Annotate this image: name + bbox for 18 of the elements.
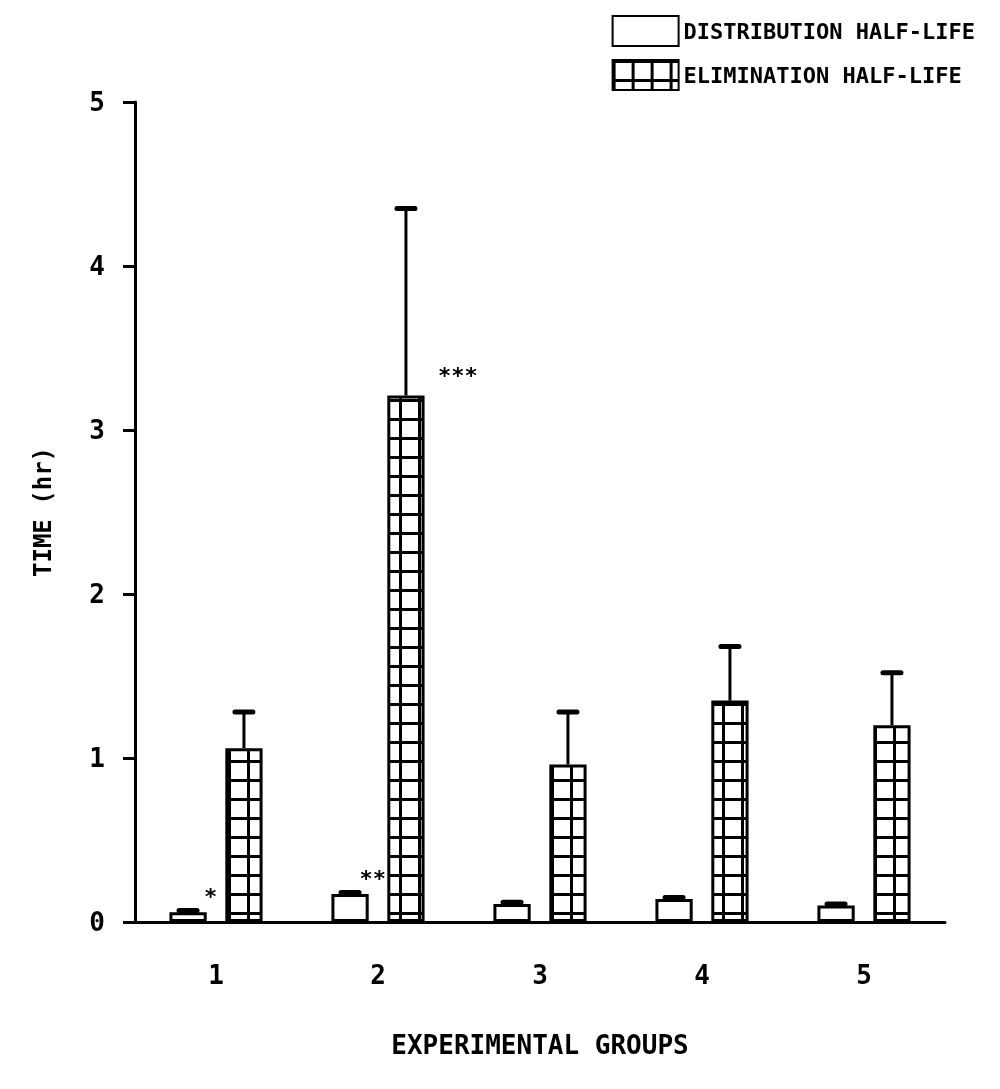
y-axis-title: TIME (hr)	[29, 446, 57, 578]
y-tick-label: 1	[89, 743, 105, 773]
y-tick-label: 4	[89, 251, 105, 281]
y-tick-label: 2	[89, 579, 105, 609]
x-tick-label: 2	[370, 960, 386, 990]
x-tick-label: 5	[856, 960, 872, 990]
y-tick-label: 5	[89, 87, 105, 117]
x-tick-label: 3	[532, 960, 548, 990]
y-tick-label: 3	[89, 415, 105, 445]
x-tick-label: 1	[208, 960, 224, 990]
annotation: **	[359, 865, 386, 891]
x-axis-title: EXPERIMENTAL GROUPS	[391, 1030, 689, 1060]
x-tick-label: 4	[694, 960, 710, 990]
y-tick-label: 0	[89, 907, 105, 937]
annotation: *	[204, 883, 218, 909]
legend-label: DISTRIBUTION HALF-LIFE	[683, 18, 976, 44]
annotation: ***	[437, 363, 478, 389]
legend-label: ELIMINATION HALF-LIFE	[683, 62, 962, 88]
